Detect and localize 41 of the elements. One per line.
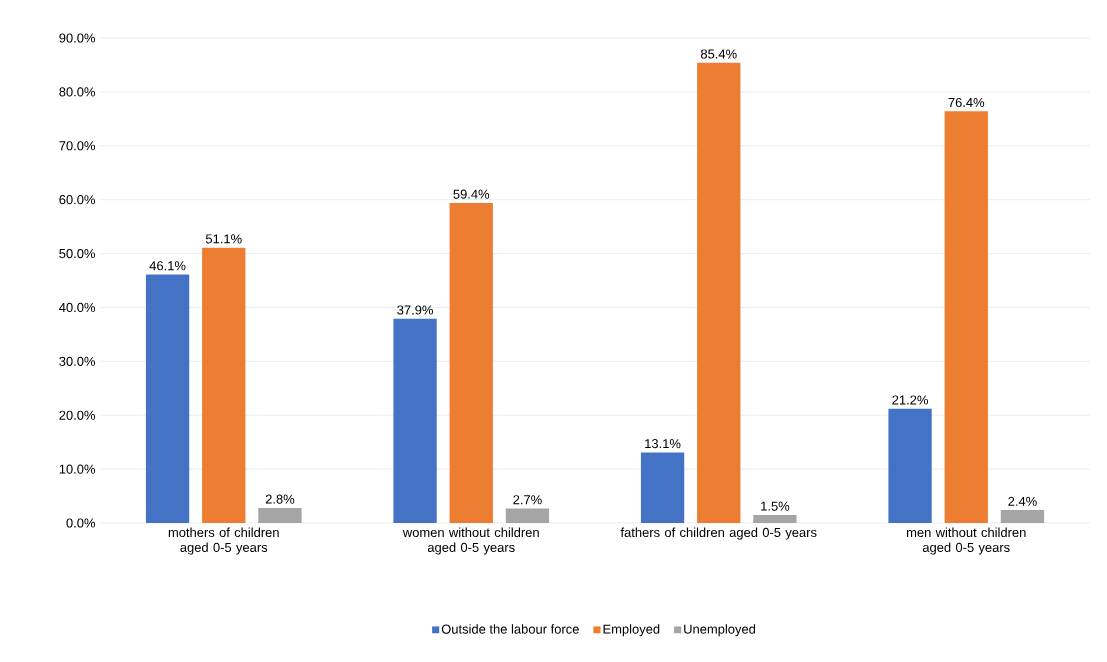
bar: [258, 507, 302, 523]
legend-label: Employed: [603, 624, 660, 637]
y-tick-label: 50.0%: [59, 248, 96, 259]
y-tick-label: 0.0%: [66, 518, 96, 528]
legend-label: Outside the labour force: [441, 624, 579, 634]
y-tick-label: 20.0%: [59, 410, 96, 420]
y-tick-label: 30.0%: [59, 356, 96, 366]
data-label: 59.4%: [453, 189, 490, 199]
y-tick-label: 70.0%: [59, 141, 96, 151]
data-label: 13.1%: [645, 439, 681, 449]
x-tick-label: fathers of children aged 0-5 years: [620, 527, 817, 540]
bar: [393, 318, 437, 523]
data-label: 2.8%: [265, 494, 295, 504]
bar: [753, 514, 797, 523]
bar: [505, 508, 550, 523]
data-label: 1.5%: [761, 501, 790, 511]
x-tick-label: women without children aged 0-5 years: [402, 527, 539, 555]
data-label: 37.9%: [397, 305, 433, 315]
y-tick-label: 10.0%: [59, 464, 96, 474]
bar: [697, 62, 741, 523]
bar: [944, 111, 988, 523]
data-label: 21.2%: [892, 395, 928, 405]
bar: [1000, 510, 1045, 523]
y-tick-label: 90.0%: [59, 33, 96, 43]
data-label: 46.1%: [149, 261, 186, 271]
data-label: 2.7%: [513, 495, 542, 505]
bar: [640, 452, 685, 523]
data-label: 2.4%: [1008, 496, 1037, 506]
data-label: 85.4%: [700, 49, 737, 59]
y-tick-label: 40.0%: [59, 302, 96, 313]
data-label: 76.4%: [948, 97, 985, 108]
x-tick-label: mothers of children aged 0-5 years: [168, 527, 279, 555]
bar: [449, 202, 493, 523]
y-tick-label: 60.0%: [59, 195, 96, 205]
data-label: 51.1%: [205, 234, 242, 244]
x-tick-label: men without children aged 0-5 years: [907, 527, 1026, 555]
bar: [145, 274, 190, 523]
legend-label: Unemployed: [684, 624, 756, 637]
bar: [888, 408, 932, 523]
bar: [202, 247, 246, 523]
y-tick-label: 80.0%: [59, 87, 96, 97]
